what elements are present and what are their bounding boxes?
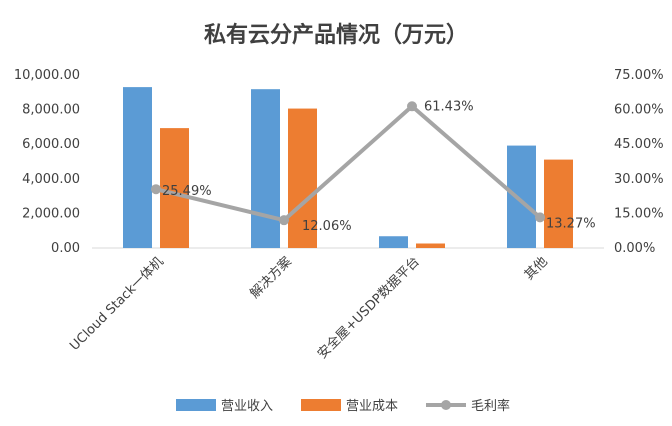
margin-data-label: 13.27%	[546, 216, 596, 231]
legend-swatch-marker	[441, 400, 451, 410]
revenue-bar	[507, 145, 536, 248]
x-category-label: 其他	[522, 254, 551, 283]
legend: 营业收入 营业成本 毛利率	[176, 398, 510, 414]
margin-line	[155, 104, 542, 223]
y-left-tick-label: 2,000.00	[22, 206, 80, 221]
x-category-label: 解决方案	[247, 254, 295, 302]
revenue-bar	[123, 87, 152, 248]
y-right-tick-label: 60.00%	[614, 103, 664, 118]
cost-bar	[288, 108, 317, 248]
margin-point	[407, 101, 417, 112]
revenue-bar	[379, 236, 408, 248]
margin-point	[279, 215, 289, 226]
x-category-label: 安全屋+USDP数据平台	[314, 254, 423, 363]
legend-swatch-bar	[301, 399, 341, 411]
line-group	[151, 101, 545, 226]
y-left-tick-label: 0.00	[51, 241, 80, 256]
legend-swatch-bar	[176, 399, 216, 411]
margin-data-label: 25.49%	[162, 184, 212, 199]
y-right-tick-label: 0.00%	[614, 241, 655, 256]
legend-label: 毛利率	[471, 398, 510, 414]
margin-data-label: 61.43%	[424, 99, 474, 114]
margin-data-label: 12.06%	[302, 219, 352, 234]
legend-label: 营业收入	[221, 399, 273, 414]
cost-bar	[544, 159, 573, 248]
chart-title: 私有云分产品情况（万元）	[204, 22, 468, 48]
revenue-bar	[251, 89, 280, 248]
legend-label: 营业成本	[346, 399, 398, 414]
y-right-tick-label: 75.00%	[614, 68, 664, 83]
y-right-tick-label: 45.00%	[614, 137, 664, 152]
y-left-tick-label: 4,000.00	[22, 172, 80, 187]
cost-bar	[160, 128, 189, 248]
cost-bar	[416, 243, 445, 248]
labels-group: 25.49% 12.06% 61.43% 13.27%	[162, 99, 596, 234]
y-right-tick-label: 30.00%	[614, 172, 664, 187]
y-left-tick-label: 10,000.00	[14, 68, 80, 83]
bars-group	[123, 87, 573, 248]
y-right-tick-label: 15.00%	[614, 206, 664, 221]
margin-point	[535, 212, 545, 223]
margin-point	[151, 184, 161, 195]
y-left-tick-label: 6,000.00	[22, 137, 80, 152]
x-category-label: UCloud Stack一体机	[67, 254, 167, 354]
y-left-tick-label: 8,000.00	[22, 103, 80, 118]
